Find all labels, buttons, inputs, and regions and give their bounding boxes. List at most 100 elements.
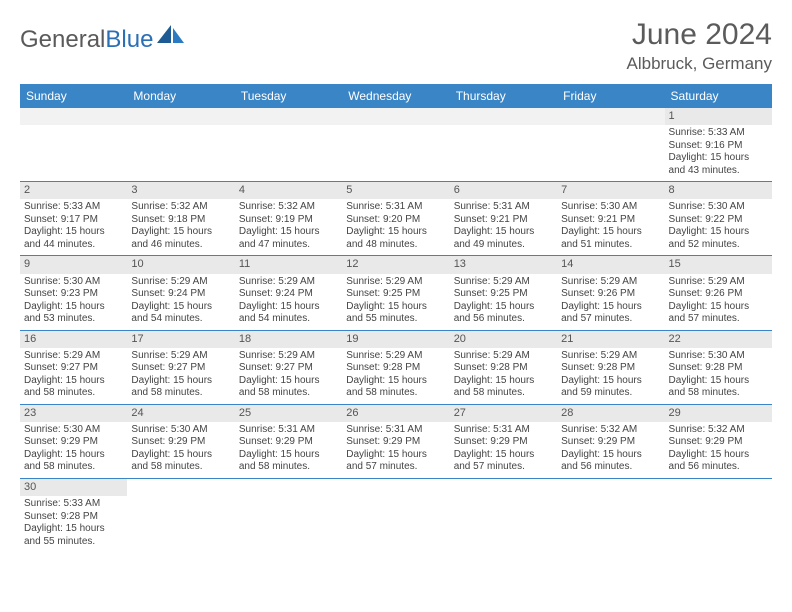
calendar-row: 2Sunrise: 5:33 AMSunset: 9:17 PMDaylight…: [20, 182, 772, 256]
sunrise-line: Sunrise: 5:29 AM: [454, 350, 553, 363]
day-details: Sunrise: 5:30 AMSunset: 9:28 PMDaylight:…: [665, 348, 772, 404]
calendar-cell: 11Sunrise: 5:29 AMSunset: 9:24 PMDayligh…: [235, 256, 342, 330]
calendar-cell: 30Sunrise: 5:33 AMSunset: 9:28 PMDayligh…: [20, 478, 127, 552]
sunrise-line: Sunrise: 5:30 AM: [24, 276, 123, 289]
daylight-line: Daylight: 15 hours and 57 minutes.: [561, 301, 660, 326]
day-details: Sunrise: 5:29 AMSunset: 9:26 PMDaylight:…: [665, 274, 772, 330]
day-number: 21: [557, 331, 664, 348]
calendar-cell: [450, 108, 557, 182]
daylight-line: Daylight: 15 hours and 51 minutes.: [561, 226, 660, 251]
calendar-cell: 13Sunrise: 5:29 AMSunset: 9:25 PMDayligh…: [450, 256, 557, 330]
sunrise-line: Sunrise: 5:32 AM: [561, 424, 660, 437]
day-details: Sunrise: 5:32 AMSunset: 9:29 PMDaylight:…: [557, 422, 664, 478]
logo: GeneralBlue: [20, 24, 185, 56]
daynum-blank: [127, 108, 234, 125]
daynum-blank: [557, 108, 664, 125]
daynum-blank: [20, 108, 127, 125]
weekday-header: Wednesday: [342, 84, 449, 108]
sunrise-line: Sunrise: 5:33 AM: [24, 201, 123, 214]
sunrise-line: Sunrise: 5:32 AM: [131, 201, 230, 214]
daylight-line: Daylight: 15 hours and 58 minutes.: [239, 375, 338, 400]
sunrise-line: Sunrise: 5:32 AM: [669, 424, 768, 437]
day-number: 3: [127, 182, 234, 199]
day-number: 26: [342, 405, 449, 422]
day-details: Sunrise: 5:29 AMSunset: 9:28 PMDaylight:…: [450, 348, 557, 404]
day-details: Sunrise: 5:31 AMSunset: 9:29 PMDaylight:…: [450, 422, 557, 478]
day-number: 13: [450, 256, 557, 273]
sunset-line: Sunset: 9:28 PM: [346, 362, 445, 375]
sunset-line: Sunset: 9:29 PM: [454, 436, 553, 449]
day-number: 25: [235, 405, 342, 422]
day-number: 15: [665, 256, 772, 273]
calendar-cell: 5Sunrise: 5:31 AMSunset: 9:20 PMDaylight…: [342, 182, 449, 256]
day-details: Sunrise: 5:29 AMSunset: 9:28 PMDaylight:…: [557, 348, 664, 404]
sunset-line: Sunset: 9:25 PM: [454, 288, 553, 301]
sunrise-line: Sunrise: 5:33 AM: [669, 127, 768, 140]
calendar-cell: 18Sunrise: 5:29 AMSunset: 9:27 PMDayligh…: [235, 330, 342, 404]
day-number: 23: [20, 405, 127, 422]
sunrise-line: Sunrise: 5:31 AM: [346, 201, 445, 214]
sunset-line: Sunset: 9:28 PM: [454, 362, 553, 375]
daynum-blank: [342, 108, 449, 125]
daylight-line: Daylight: 15 hours and 52 minutes.: [669, 226, 768, 251]
day-details: Sunrise: 5:30 AMSunset: 9:29 PMDaylight:…: [127, 422, 234, 478]
calendar-cell: [342, 108, 449, 182]
calendar-row: 30Sunrise: 5:33 AMSunset: 9:28 PMDayligh…: [20, 478, 772, 552]
logo-text-gray: General: [20, 26, 105, 54]
day-details: Sunrise: 5:29 AMSunset: 9:26 PMDaylight:…: [557, 274, 664, 330]
day-details: Sunrise: 5:32 AMSunset: 9:29 PMDaylight:…: [665, 422, 772, 478]
sunset-line: Sunset: 9:29 PM: [561, 436, 660, 449]
sunset-line: Sunset: 9:24 PM: [239, 288, 338, 301]
sunrise-line: Sunrise: 5:32 AM: [239, 201, 338, 214]
sunrise-line: Sunrise: 5:31 AM: [346, 424, 445, 437]
calendar-cell: 15Sunrise: 5:29 AMSunset: 9:26 PMDayligh…: [665, 256, 772, 330]
day-number: 17: [127, 331, 234, 348]
day-number: 7: [557, 182, 664, 199]
sunset-line: Sunset: 9:25 PM: [346, 288, 445, 301]
weekday-header: Monday: [127, 84, 234, 108]
day-number: 10: [127, 256, 234, 273]
sunrise-line: Sunrise: 5:29 AM: [239, 276, 338, 289]
calendar-cell: [450, 478, 557, 552]
calendar-cell: [127, 108, 234, 182]
day-details: Sunrise: 5:31 AMSunset: 9:21 PMDaylight:…: [450, 199, 557, 255]
calendar-cell: 7Sunrise: 5:30 AMSunset: 9:21 PMDaylight…: [557, 182, 664, 256]
calendar-cell: [127, 478, 234, 552]
weekday-header: Saturday: [665, 84, 772, 108]
day-number: 5: [342, 182, 449, 199]
sunset-line: Sunset: 9:19 PM: [239, 214, 338, 227]
sunset-line: Sunset: 9:17 PM: [24, 214, 123, 227]
calendar-cell: 27Sunrise: 5:31 AMSunset: 9:29 PMDayligh…: [450, 404, 557, 478]
day-number: 6: [450, 182, 557, 199]
calendar-cell: 28Sunrise: 5:32 AMSunset: 9:29 PMDayligh…: [557, 404, 664, 478]
sunset-line: Sunset: 9:27 PM: [24, 362, 123, 375]
calendar-body: 1Sunrise: 5:33 AMSunset: 9:16 PMDaylight…: [20, 108, 772, 552]
sunset-line: Sunset: 9:24 PM: [131, 288, 230, 301]
calendar-cell: 6Sunrise: 5:31 AMSunset: 9:21 PMDaylight…: [450, 182, 557, 256]
sunset-line: Sunset: 9:29 PM: [24, 436, 123, 449]
logo-text-blue: Blue: [105, 26, 153, 54]
day-number: 1: [665, 108, 772, 125]
calendar-cell: 23Sunrise: 5:30 AMSunset: 9:29 PMDayligh…: [20, 404, 127, 478]
sunset-line: Sunset: 9:27 PM: [239, 362, 338, 375]
daynum-blank: [450, 108, 557, 125]
sunset-line: Sunset: 9:29 PM: [131, 436, 230, 449]
sunset-line: Sunset: 9:28 PM: [561, 362, 660, 375]
day-details: Sunrise: 5:29 AMSunset: 9:25 PMDaylight:…: [342, 274, 449, 330]
calendar-cell: 9Sunrise: 5:30 AMSunset: 9:23 PMDaylight…: [20, 256, 127, 330]
calendar-cell: 8Sunrise: 5:30 AMSunset: 9:22 PMDaylight…: [665, 182, 772, 256]
calendar-cell: 4Sunrise: 5:32 AMSunset: 9:19 PMDaylight…: [235, 182, 342, 256]
calendar-cell: 20Sunrise: 5:29 AMSunset: 9:28 PMDayligh…: [450, 330, 557, 404]
day-details: Sunrise: 5:29 AMSunset: 9:24 PMDaylight:…: [235, 274, 342, 330]
day-number: 18: [235, 331, 342, 348]
calendar-cell: 1Sunrise: 5:33 AMSunset: 9:16 PMDaylight…: [665, 108, 772, 182]
day-number: 19: [342, 331, 449, 348]
day-details: Sunrise: 5:31 AMSunset: 9:20 PMDaylight:…: [342, 199, 449, 255]
calendar-cell: 10Sunrise: 5:29 AMSunset: 9:24 PMDayligh…: [127, 256, 234, 330]
day-details: Sunrise: 5:29 AMSunset: 9:25 PMDaylight:…: [450, 274, 557, 330]
calendar-cell: [20, 108, 127, 182]
sunrise-line: Sunrise: 5:29 AM: [561, 276, 660, 289]
weekday-header: Sunday: [20, 84, 127, 108]
calendar-cell: 16Sunrise: 5:29 AMSunset: 9:27 PMDayligh…: [20, 330, 127, 404]
calendar-row: 9Sunrise: 5:30 AMSunset: 9:23 PMDaylight…: [20, 256, 772, 330]
